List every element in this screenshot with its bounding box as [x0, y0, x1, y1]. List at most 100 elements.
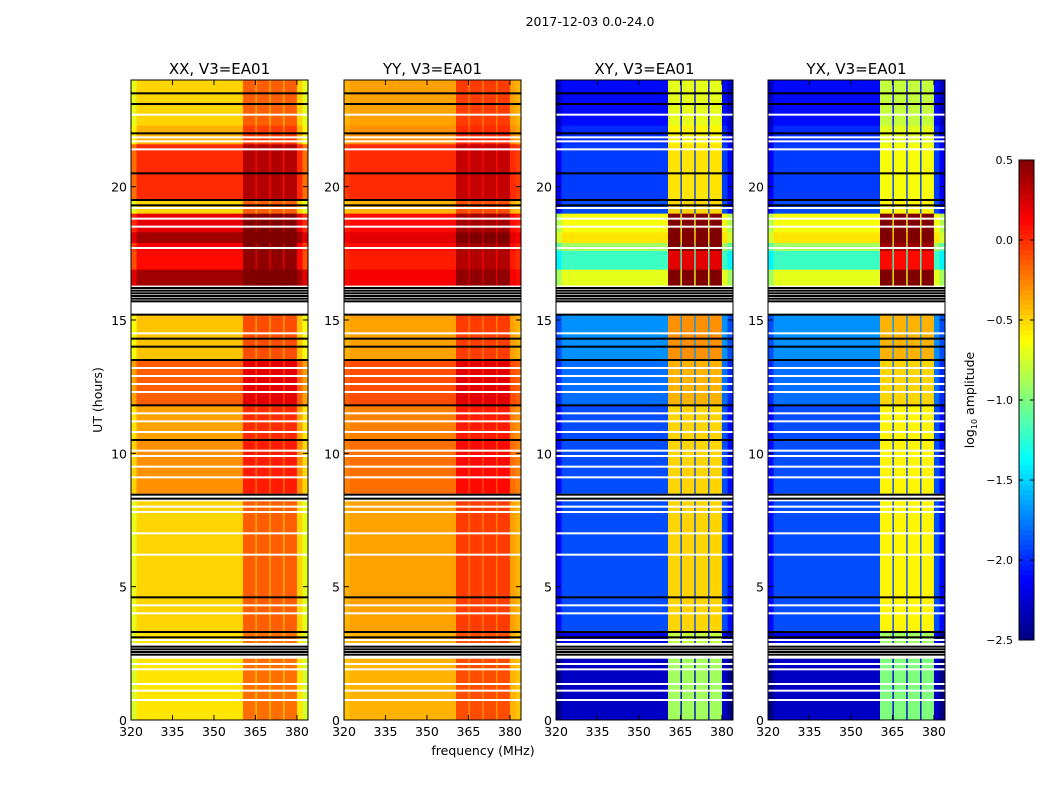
panel-title: XY, V3=EA01: [594, 60, 694, 78]
heatmap-cell: [255, 405, 258, 441]
colorbar-swatch: [1019, 395, 1034, 401]
heatmap-cell: [773, 314, 881, 361]
heatmap-cell: [668, 200, 681, 214]
heatmap-cell: [556, 200, 562, 214]
heatmap-cell: [709, 405, 723, 441]
heatmap-cell: [921, 144, 935, 201]
heatmap-cell: [920, 314, 922, 361]
heatmap-cell: [921, 232, 935, 243]
black-row: [556, 359, 733, 361]
heatmap-cell: [284, 242, 298, 251]
heatmap-cell: [283, 269, 285, 286]
colorbar-swatch: [1019, 180, 1034, 186]
heatmap-cell: [509, 250, 516, 270]
heatmap-cell: [456, 250, 469, 270]
heatmap-cell: [893, 232, 907, 243]
flagged-row: [131, 247, 308, 249]
heatmap-cell: [727, 213, 734, 233]
heatmap-cell: [483, 658, 497, 721]
heatmap-cell: [468, 360, 471, 406]
heatmap-cell: [270, 242, 284, 251]
heatmap-cell: [349, 250, 457, 270]
heatmap-cell: [496, 80, 498, 126]
colorbar-swatch: [1019, 480, 1034, 486]
heatmap-cell: [456, 405, 469, 441]
heatmap-cell: [468, 269, 471, 286]
y-tick-label: 15: [111, 313, 127, 328]
heatmap-cell: [893, 360, 907, 406]
colorbar-swatch: [1019, 275, 1034, 281]
black-row: [344, 199, 521, 201]
flagged-row: [131, 332, 308, 335]
colorbar-swatch: [1019, 470, 1034, 476]
black-row: [344, 313, 521, 316]
black-row: [556, 300, 733, 303]
flagged-row: [768, 420, 945, 423]
heatmap-cell: [561, 250, 669, 270]
flagged-row: [556, 207, 733, 209]
colorbar-swatch: [1019, 285, 1034, 291]
black-row: [131, 132, 308, 135]
heatmap-cell: [892, 232, 895, 243]
heatmap-cell: [509, 80, 516, 126]
black-row: [556, 292, 733, 295]
black-row: [344, 631, 521, 633]
colorbar-tick-label: −1.0: [986, 394, 1013, 407]
colorbar-swatch: [1019, 430, 1034, 436]
heatmap-cell: [920, 360, 922, 406]
colorbar-swatch: [1019, 255, 1034, 261]
flagged-row: [131, 207, 308, 209]
colorbar-tick-label: −2.0: [986, 554, 1013, 567]
heatmap-cell: [302, 242, 309, 251]
heatmap-cell: [921, 80, 935, 126]
flagged-row: [131, 689, 308, 692]
heatmap-cell: [920, 658, 922, 721]
heatmap-cell: [556, 360, 562, 406]
heatmap-cell: [496, 200, 498, 214]
heatmap-cell: [880, 269, 893, 286]
colorbar-swatch: [1019, 250, 1034, 256]
flagged-row: [556, 553, 733, 556]
heatmap-cell: [892, 242, 895, 251]
heatmap-cell: [497, 144, 511, 201]
flagged-row: [556, 663, 733, 665]
heatmap-cell: [509, 144, 516, 201]
heatmap-cell: [483, 200, 497, 214]
heatmap-cell: [131, 269, 137, 286]
heatmap-cell: [296, 232, 303, 243]
flagged-row: [131, 148, 308, 151]
flagged-row: [768, 113, 945, 116]
heatmap-cell: [561, 232, 669, 243]
y-tick-label: 5: [756, 580, 764, 595]
heatmap-cell: [497, 360, 511, 406]
x-tick-label: 320: [544, 724, 568, 739]
flagged-row: [344, 420, 521, 423]
flagged-row: [556, 311, 733, 313]
heatmap-cell: [469, 144, 483, 201]
heatmap-cell: [256, 360, 270, 406]
heatmap-cell: [136, 269, 244, 286]
flagged-row: [768, 639, 945, 641]
heatmap-cell: [880, 213, 893, 233]
heatmap-cell: [256, 269, 270, 286]
heatmap-cell: [694, 269, 696, 286]
black-row: [131, 297, 308, 300]
heatmap-cell: [907, 232, 921, 243]
flagged-row: [344, 553, 521, 556]
x-tick-label: 335: [798, 724, 822, 739]
heatmap-cell: [921, 269, 935, 286]
heatmap-cell: [721, 250, 728, 270]
heatmap-cell: [468, 250, 471, 270]
colorbar-swatch: [1019, 230, 1034, 236]
heatmap-cell: [469, 125, 483, 145]
colorbar-swatch: [1019, 320, 1034, 326]
black-row: [344, 295, 521, 297]
heatmap-cell: [727, 405, 734, 441]
heatmap-cell: [708, 200, 710, 214]
heatmap-cell: [497, 269, 511, 286]
heatmap-cell: [468, 242, 471, 251]
heatmap-cell: [283, 125, 285, 145]
flagged-row: [556, 308, 733, 311]
heatmap-cell: [255, 360, 258, 406]
black-row: [344, 497, 521, 500]
